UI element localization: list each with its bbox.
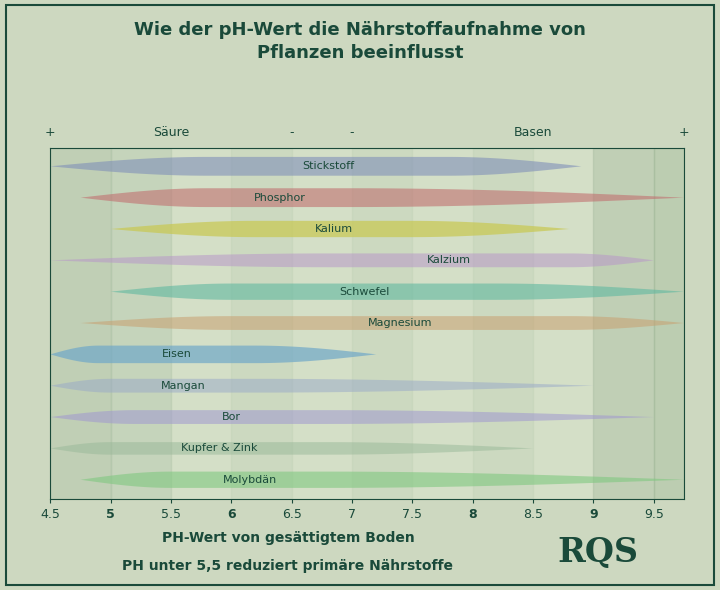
Polygon shape xyxy=(50,442,533,455)
Text: PH-Wert von gesättigtem Boden: PH-Wert von gesättigtem Boden xyxy=(161,531,415,545)
Text: Phosphor: Phosphor xyxy=(253,193,306,202)
Text: Basen: Basen xyxy=(514,126,552,139)
Polygon shape xyxy=(111,221,570,237)
Polygon shape xyxy=(50,254,654,267)
Text: Kupfer & Zink: Kupfer & Zink xyxy=(181,444,258,453)
Text: Mangan: Mangan xyxy=(161,381,205,391)
Text: +: + xyxy=(45,126,55,139)
Text: +: + xyxy=(679,126,689,139)
Polygon shape xyxy=(81,188,684,207)
Text: Kalium: Kalium xyxy=(315,224,353,234)
Bar xyxy=(231,148,292,499)
Polygon shape xyxy=(50,346,377,363)
Bar xyxy=(654,148,684,499)
Bar xyxy=(593,148,654,499)
Text: -: - xyxy=(289,126,294,139)
Text: Molybdän: Molybdän xyxy=(222,475,276,485)
Text: Säure: Säure xyxy=(153,126,189,139)
Bar xyxy=(50,148,111,499)
Polygon shape xyxy=(81,471,684,488)
Text: Kalzium: Kalzium xyxy=(427,255,471,266)
Bar xyxy=(473,148,533,499)
Polygon shape xyxy=(111,284,684,300)
Bar xyxy=(111,148,171,499)
Text: -: - xyxy=(350,126,354,139)
Polygon shape xyxy=(81,316,684,330)
Text: Bor: Bor xyxy=(222,412,241,422)
Text: Eisen: Eisen xyxy=(162,349,192,359)
Text: Magnesium: Magnesium xyxy=(368,318,433,328)
Bar xyxy=(111,148,171,499)
Polygon shape xyxy=(50,410,654,424)
Bar xyxy=(352,148,413,499)
Text: Wie der pH-Wert die Nährstoffaufnahme von
Pflanzen beeinflusst: Wie der pH-Wert die Nährstoffaufnahme vo… xyxy=(134,21,586,63)
Text: Schwefel: Schwefel xyxy=(339,287,390,297)
Polygon shape xyxy=(50,379,593,392)
Text: Stickstoff: Stickstoff xyxy=(302,161,354,171)
Polygon shape xyxy=(50,157,582,176)
Text: RQS: RQS xyxy=(557,536,638,569)
Text: PH unter 5,5 reduziert primäre Nährstoffe: PH unter 5,5 reduziert primäre Nährstoff… xyxy=(122,559,454,573)
